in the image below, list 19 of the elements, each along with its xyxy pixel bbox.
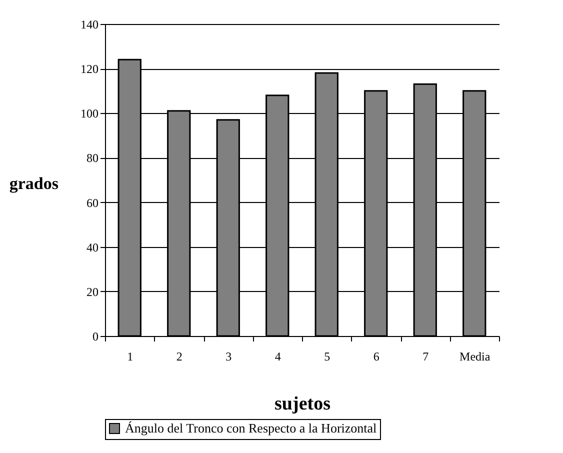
x-tick-label: 2 xyxy=(176,350,182,364)
y-tick-label: 0 xyxy=(92,330,98,344)
x-tick-label: Media xyxy=(460,350,491,364)
y-tick-label: 20 xyxy=(86,284,98,299)
x-tick-label: 1 xyxy=(127,350,134,364)
x-tick-label: 7 xyxy=(422,350,429,364)
y-tick-label: 40 xyxy=(86,240,98,254)
y-axis-title: grados xyxy=(9,174,59,193)
legend-label: Ángulo del Tronco con Respecto a la Horizontal xyxy=(125,420,378,436)
y-tick-label: 80 xyxy=(86,151,98,166)
x-tick-label: 4 xyxy=(274,350,281,364)
y-tick-label: 100 xyxy=(80,106,98,121)
y-tick-label: 140 xyxy=(80,18,98,32)
y-tick-label: 60 xyxy=(86,196,98,210)
x-tick-label: 5 xyxy=(324,350,330,364)
x-axis-title: sujetos xyxy=(274,394,330,414)
x-tick-label: 6 xyxy=(373,350,380,364)
y-tick-label: 120 xyxy=(80,62,98,76)
x-tick-label: 3 xyxy=(226,350,232,364)
